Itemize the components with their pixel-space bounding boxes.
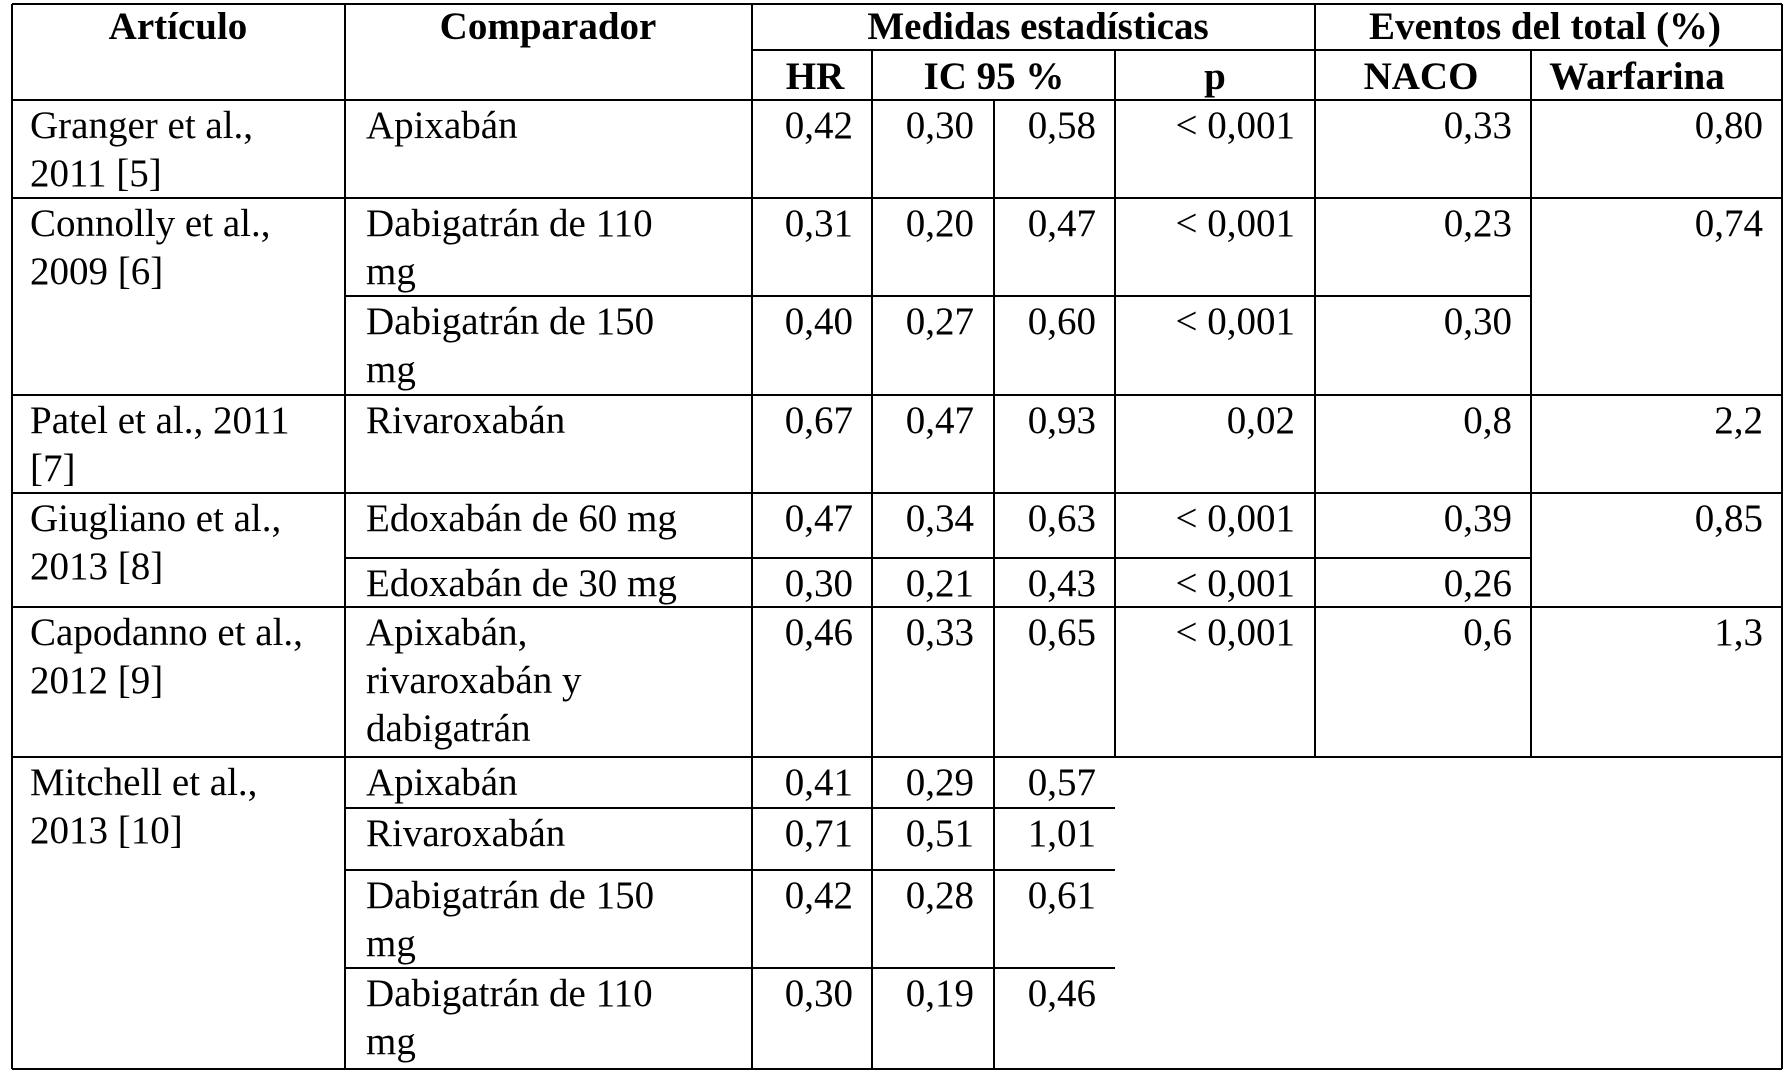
naco-cell: 0,26 (1444, 562, 1512, 605)
comparator-cell: Apixabán (366, 104, 518, 147)
hr-cell: 0,30 (785, 972, 853, 1015)
hr-cell: 0,42 (785, 104, 853, 147)
ci-upper-cell: 0,46 (1028, 972, 1096, 1015)
ci-lower-cell: 0,28 (906, 874, 974, 917)
p-value-cell: 0,02 (1227, 399, 1295, 442)
ci-upper-cell: 0,63 (1028, 497, 1096, 540)
header-hr: HR (786, 55, 845, 98)
ci-lower-cell: 0,30 (906, 104, 974, 147)
article-cell: Mitchell et al., (30, 761, 257, 804)
comparator-cell: mg (366, 250, 416, 293)
naco-cell: 0,8 (1463, 399, 1512, 442)
hr-cell: 0,71 (785, 812, 853, 855)
comparator-cell: mg (366, 922, 416, 965)
p-value-cell: < 0,001 (1176, 611, 1296, 654)
article-cell: 2012 [9] (30, 659, 163, 702)
hr-cell: 0,46 (785, 611, 853, 654)
ci-upper-cell: 0,47 (1028, 202, 1096, 245)
header-eventos: Eventos del total (%) (1369, 5, 1721, 48)
comparator-cell: rivaroxabán y (366, 659, 582, 702)
hr-cell: 0,42 (785, 874, 853, 917)
ci-lower-cell: 0,33 (906, 611, 974, 654)
ci-upper-cell: 0,61 (1028, 874, 1096, 917)
naco-cell: 0,30 (1444, 300, 1512, 343)
table-body: Granger et al., 2011 [5] Apixabán 0,42 0,30 0… (30, 104, 1763, 1063)
article-cell: Granger et al., (30, 104, 253, 147)
hr-cell: 0,30 (785, 562, 853, 605)
comparator-cell: Rivaroxabán (366, 399, 565, 442)
ci-lower-cell: 0,34 (906, 497, 974, 540)
p-value-cell: < 0,001 (1176, 202, 1296, 245)
p-value-cell: < 0,001 (1176, 562, 1296, 605)
article-cell: 2013 [10] (30, 809, 183, 852)
warfarina-cell: 0,80 (1695, 104, 1763, 147)
ci-lower-cell: 0,19 (906, 972, 974, 1015)
article-cell: 2009 [6] (30, 250, 163, 293)
comparator-cell: mg (366, 348, 416, 391)
hr-cell: 0,31 (785, 202, 853, 245)
article-cell: Capodanno et al., (30, 611, 303, 654)
comparator-cell: Dabigatrán de 110 (366, 202, 653, 245)
hr-cell: 0,40 (785, 300, 853, 343)
article-cell: Patel et al., 2011 (30, 399, 290, 442)
p-value-cell: < 0,001 (1176, 104, 1296, 147)
article-cell: 2013 [8] (30, 545, 163, 588)
ci-upper-cell: 0,60 (1028, 300, 1096, 343)
ci-lower-cell: 0,20 (906, 202, 974, 245)
ci-upper-cell: 0,58 (1028, 104, 1096, 147)
p-value-cell: < 0,001 (1176, 300, 1296, 343)
comparator-cell: Apixabán, (366, 611, 527, 654)
header-naco: NACO (1364, 55, 1479, 98)
p-value-cell: < 0,001 (1176, 497, 1296, 540)
warfarina-cell: 0,85 (1695, 497, 1763, 540)
header-warfarina: Warfarina (1549, 55, 1724, 98)
ci-lower-cell: 0,51 (906, 812, 974, 855)
comparator-cell: Dabigatrán de 110 (366, 972, 653, 1015)
article-cell: Giugliano et al., (30, 497, 281, 540)
comparator-cell: Apixabán (366, 761, 518, 804)
ci-upper-cell: 0,43 (1028, 562, 1096, 605)
ci-lower-cell: 0,29 (906, 761, 974, 804)
header-comparador: Comparador (440, 5, 657, 48)
naco-cell: 0,39 (1444, 497, 1512, 540)
comparator-cell: mg (366, 1020, 416, 1063)
comparator-cell: Dabigatrán de 150 (366, 874, 654, 917)
naco-cell: 0,23 (1444, 202, 1512, 245)
naco-cell: 0,6 (1463, 611, 1512, 654)
comparator-cell: Edoxabán de 30 mg (366, 562, 677, 605)
warfarina-cell: 0,74 (1695, 202, 1763, 245)
header-p: p (1204, 55, 1226, 98)
header-articulo: Artículo (109, 5, 248, 48)
hr-cell: 0,41 (785, 761, 853, 804)
comparator-cell: Rivaroxabán (366, 812, 565, 855)
header-ic: IC 95 % (924, 55, 1065, 98)
ci-lower-cell: 0,27 (906, 300, 974, 343)
ci-upper-cell: 0,57 (1028, 761, 1096, 804)
hr-cell: 0,47 (785, 497, 853, 540)
article-cell: [7] (30, 447, 75, 490)
comparator-cell: dabigatrán (366, 707, 531, 750)
hr-cell: 0,67 (785, 399, 853, 442)
ci-upper-cell: 0,65 (1028, 611, 1096, 654)
comparator-cell: Dabigatrán de 150 (366, 300, 654, 343)
table-grid (11, 3, 1783, 1070)
naco-cell: 0,33 (1444, 104, 1512, 147)
ci-upper-cell: 1,01 (1028, 812, 1096, 855)
article-cell: Connolly et al., (30, 202, 270, 245)
comparator-cell: Edoxabán de 60 mg (366, 497, 677, 540)
warfarina-cell: 1,3 (1714, 611, 1763, 654)
ci-lower-cell: 0,21 (906, 562, 974, 605)
ci-upper-cell: 0,93 (1028, 399, 1096, 442)
article-cell: 2011 [5] (30, 152, 162, 195)
warfarina-cell: 2,2 (1714, 399, 1763, 442)
header-medidas: Medidas estadísticas (867, 5, 1208, 48)
ci-lower-cell: 0,47 (906, 399, 974, 442)
